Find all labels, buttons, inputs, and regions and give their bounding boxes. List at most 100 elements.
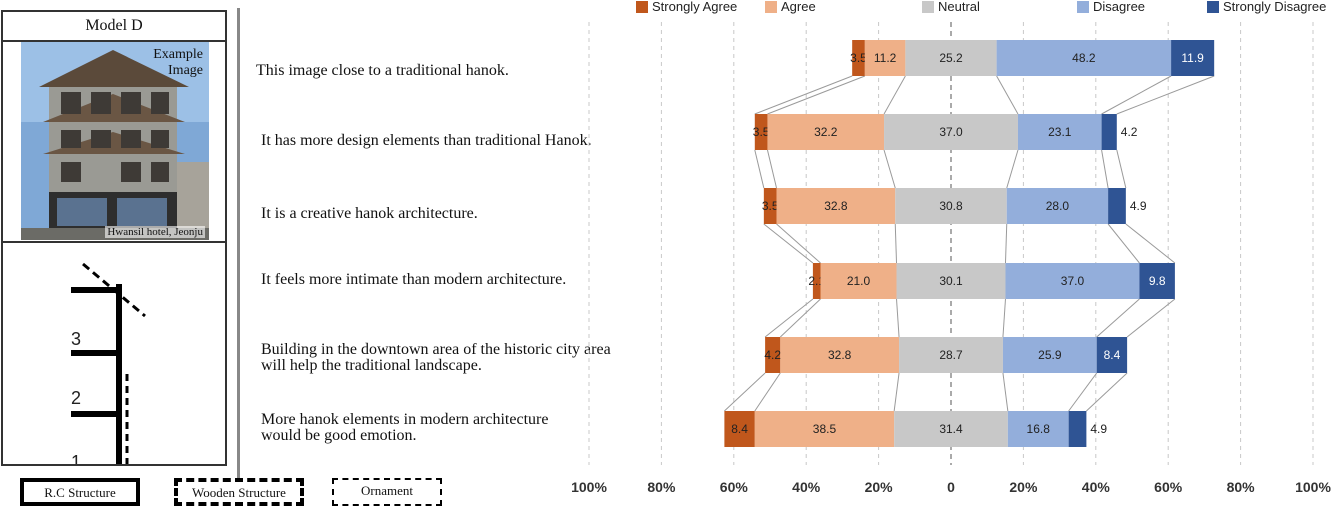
- bar-segment: [852, 40, 865, 76]
- connector-line: [1101, 149, 1109, 189]
- connector-line: [764, 298, 814, 338]
- connector-line: [763, 223, 814, 264]
- x-tick-label: 80%: [1227, 479, 1256, 495]
- connector-line: [893, 372, 900, 412]
- connector-line: [766, 149, 778, 189]
- x-tick-label: 100%: [1295, 479, 1331, 495]
- bar-value-label: 21.0: [847, 274, 871, 288]
- bar-value-label: 32.8: [824, 199, 848, 213]
- bar-segment: [1017, 114, 1102, 150]
- model-panel: Model D Example Image Hwa: [1, 10, 227, 476]
- connector-line: [1126, 298, 1176, 338]
- connector-line: [1096, 298, 1140, 338]
- connector-line: [1002, 298, 1006, 338]
- floor-1-label: 1: [71, 452, 81, 464]
- connector-line: [754, 75, 853, 115]
- connector-line: [1006, 149, 1019, 189]
- bar-value-label: 11.9: [1181, 51, 1204, 65]
- bar-value-label: 8.4: [731, 422, 748, 436]
- rc-structure-legend: R.C Structure: [20, 478, 140, 506]
- bar-segment: [864, 40, 906, 76]
- bar-value-label: 37.0: [939, 125, 963, 139]
- statement-1: This image close to a traditional hanok.: [256, 62, 509, 79]
- connector-line: [1116, 149, 1127, 189]
- bar-value-label: 30.1: [939, 274, 963, 288]
- example-photo: Example Image Hwansil hotel, Jeonju: [21, 42, 209, 240]
- bar-segment: [1139, 263, 1175, 299]
- connector-line: [1125, 223, 1176, 264]
- floor-3-label: 3: [71, 329, 81, 349]
- connector-line: [754, 149, 765, 189]
- connector-line: [724, 372, 766, 412]
- bar-value-label: 32.8: [828, 348, 852, 362]
- bar-segment: [776, 188, 896, 224]
- wooden-structure-legend: Wooden Structure: [174, 478, 304, 506]
- bar-value-label: 4.2: [1121, 125, 1138, 139]
- roof-ornament-line: [82, 262, 146, 318]
- bar-segment: [820, 263, 897, 299]
- bar-segment: [1002, 337, 1097, 373]
- legend-strongly-agree: Strongly Agree: [636, 0, 737, 14]
- bar-value-label: 28.0: [1046, 199, 1070, 213]
- bar-segment: [1007, 411, 1069, 447]
- bar-segment: [895, 188, 1007, 224]
- bar-value-label: 38.5: [813, 422, 837, 436]
- statement-6: More hanok elements in modern architectu…: [261, 411, 549, 444]
- bar-segment: [1068, 411, 1087, 447]
- statement-5: Building in the downtown area of the his…: [261, 341, 611, 374]
- bar-value-label: 31.4: [939, 422, 963, 436]
- bar-segment: [724, 411, 755, 447]
- bar-value-label: 30.8: [939, 199, 963, 213]
- bar-segment: [765, 337, 781, 373]
- bar-value-label: 25.9: [1038, 348, 1062, 362]
- bar-value-label: 37.0: [1061, 274, 1085, 288]
- connector-line: [896, 298, 900, 338]
- connector-line: [1086, 372, 1128, 412]
- hotel-photo-illustration: [21, 42, 209, 240]
- bar-segment: [1101, 114, 1117, 150]
- bar-segment: [754, 411, 895, 447]
- x-tick-label: 80%: [647, 479, 676, 495]
- bar-value-label: 9.8: [1149, 274, 1166, 288]
- x-tick-label: 20%: [865, 479, 894, 495]
- connector-line: [779, 298, 821, 338]
- connector-line: [776, 223, 821, 264]
- model-title: Model D: [3, 12, 225, 42]
- connector-line: [1004, 223, 1008, 264]
- bar-segment: [884, 114, 1018, 150]
- x-tick-label: 100%: [571, 479, 607, 495]
- bar-value-label: 28.7: [939, 348, 963, 362]
- legend-strongly-disagree: Strongly Disagree: [1207, 0, 1326, 14]
- bar-value-label: 4.9: [1130, 199, 1147, 213]
- bar-segment: [899, 337, 1003, 373]
- bar-segment: [896, 263, 1006, 299]
- bar-segment: [767, 114, 885, 150]
- connector-line: [1068, 372, 1098, 412]
- connector-line: [894, 223, 898, 264]
- photo-caption: Example Image: [153, 47, 203, 78]
- connector-line: [1116, 75, 1215, 115]
- x-tick-label: 40%: [792, 479, 821, 495]
- bar-value-label: 11.2: [874, 51, 897, 65]
- bar-value-label: 16.8: [1027, 422, 1051, 436]
- bar-segment: [780, 337, 900, 373]
- bar-segment: [894, 411, 1008, 447]
- bar-segment: [812, 263, 821, 299]
- bar-segment: [1005, 263, 1140, 299]
- bar-segment: [1006, 188, 1109, 224]
- x-tick-label: 60%: [720, 479, 749, 495]
- bar-value-label: 32.2: [814, 125, 838, 139]
- bar-value-label: 23.1: [1048, 125, 1072, 139]
- x-tick-label: 20%: [1009, 479, 1038, 495]
- bar-value-label: 3.5: [753, 125, 770, 139]
- x-tick-label: 0: [947, 479, 955, 495]
- connector-line: [883, 149, 896, 189]
- legend-agree: Agree: [765, 0, 816, 14]
- bar-segment: [996, 40, 1172, 76]
- panel-divider: [3, 241, 225, 243]
- x-tick-label: 60%: [1154, 479, 1183, 495]
- connector-line: [754, 372, 781, 412]
- bar-segment: [1171, 40, 1215, 76]
- bar-value-label: 25.2: [939, 51, 963, 65]
- bar-value-label: 48.2: [1072, 51, 1096, 65]
